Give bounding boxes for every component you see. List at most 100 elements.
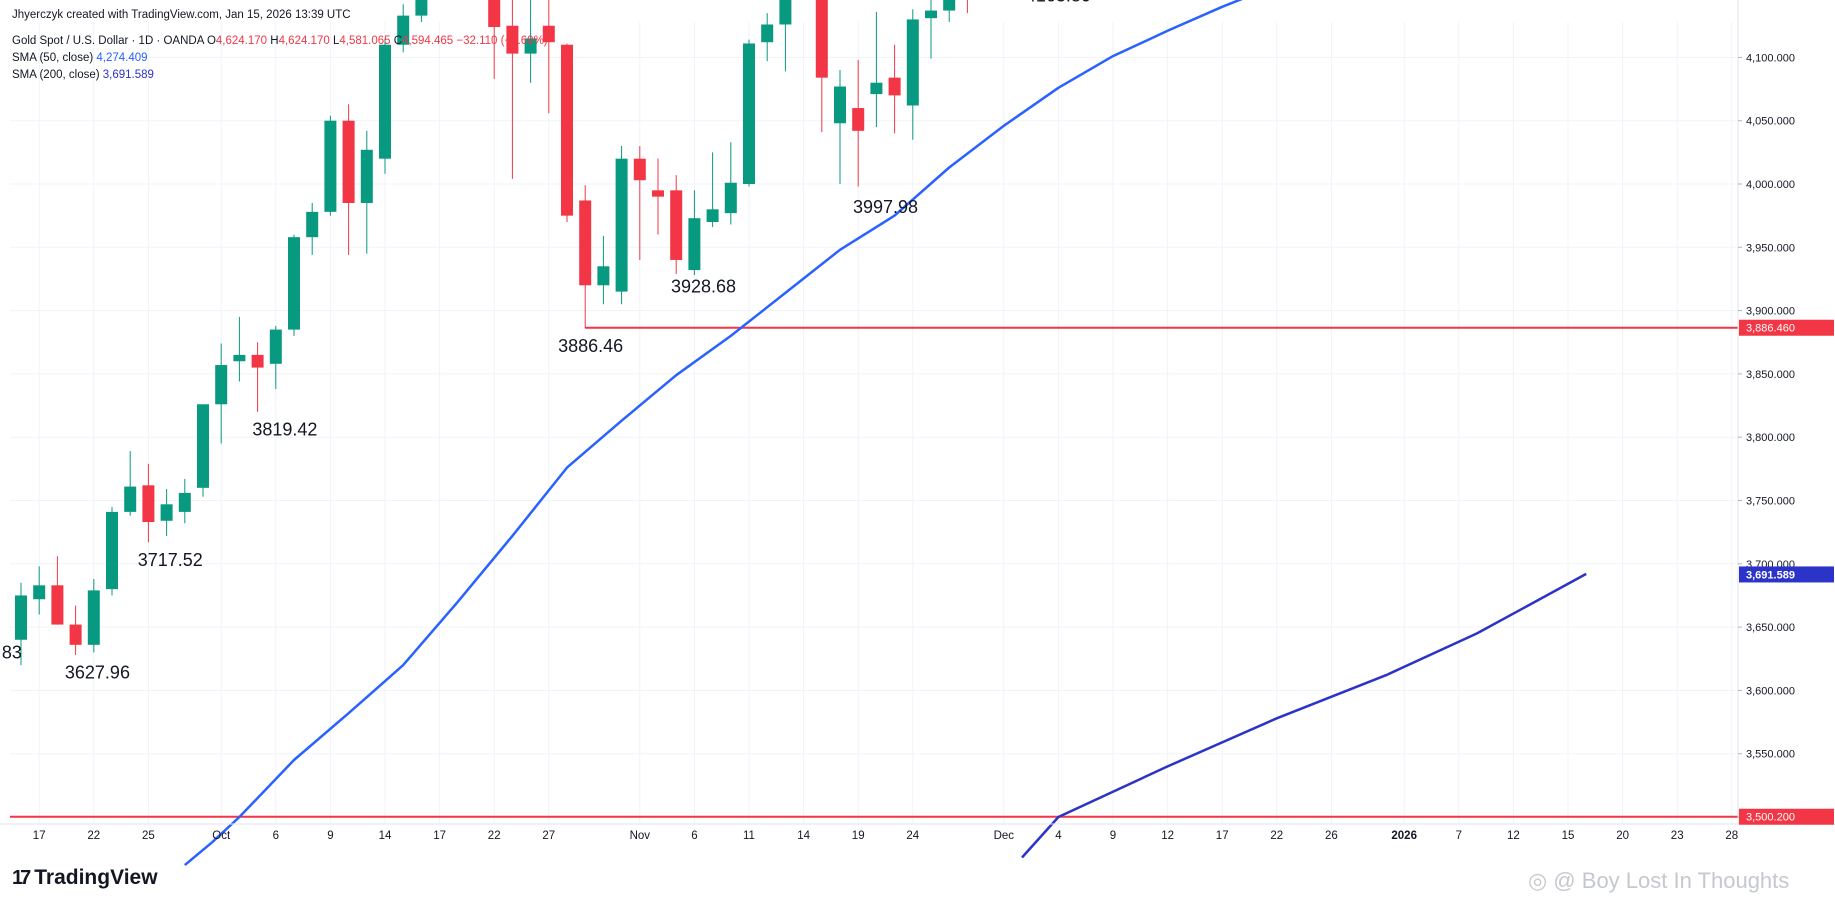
time-tick-label: 27 xyxy=(542,830,555,842)
candle-body xyxy=(379,44,391,159)
candle[interactable] xyxy=(834,70,846,184)
price-tick-label: 3,950.000 xyxy=(1746,242,1795,254)
candle[interactable] xyxy=(506,0,519,179)
price-axis[interactable]: 3,500.0003,550.0003,600.0003,650.0003,70… xyxy=(1737,0,1795,824)
candle[interactable] xyxy=(106,506,118,596)
candle[interactable] xyxy=(415,0,428,22)
candle[interactable] xyxy=(233,316,246,382)
sma200-line[interactable] xyxy=(1021,572,1587,859)
sma50-legend[interactable]: SMA (50, close) 4,274.409 xyxy=(12,52,148,64)
candle-body xyxy=(524,38,537,54)
candle[interactable] xyxy=(197,404,209,497)
price-annotation: 3928.68 xyxy=(671,277,736,297)
sma200-legend[interactable]: SMA (200, close) 3,691.589 xyxy=(12,69,154,81)
tradingview-logo[interactable]: 17 TradingView xyxy=(12,866,158,890)
candle[interactable] xyxy=(15,582,27,666)
price-tick-label: 4,100.000 xyxy=(1746,52,1795,64)
candles[interactable] xyxy=(15,0,1574,666)
time-tick-label: Nov xyxy=(630,830,651,842)
price-tick-label: 3,650.000 xyxy=(1746,622,1795,634)
candle[interactable] xyxy=(215,343,228,444)
close-label: C xyxy=(393,35,403,47)
candle-body xyxy=(87,590,100,645)
high-label: H xyxy=(270,35,279,47)
candle[interactable] xyxy=(251,342,264,412)
candle-body xyxy=(106,511,118,590)
candle[interactable] xyxy=(961,0,973,14)
candle[interactable] xyxy=(142,463,155,543)
price-tick-label: 4,000.000 xyxy=(1746,179,1795,191)
tradingview-logo-icon: 17 xyxy=(12,866,31,889)
time-tick-label: 12 xyxy=(1507,830,1520,842)
candle[interactable] xyxy=(579,185,592,329)
candle[interactable] xyxy=(69,605,82,655)
candle[interactable] xyxy=(542,0,555,114)
candle[interactable] xyxy=(706,152,719,228)
candle[interactable] xyxy=(633,146,646,260)
candle-body xyxy=(178,492,191,512)
candle[interactable] xyxy=(379,38,391,174)
candle[interactable] xyxy=(724,142,737,225)
candle-body xyxy=(615,158,628,292)
time-tick-label: 23 xyxy=(1671,830,1684,842)
candle[interactable] xyxy=(397,4,410,53)
sma200-value: 3,691.589 xyxy=(102,69,154,81)
candle[interactable] xyxy=(652,158,664,235)
candle[interactable] xyxy=(815,0,828,133)
candle[interactable] xyxy=(178,478,191,524)
candle[interactable] xyxy=(306,202,319,255)
time-tick-label: 20 xyxy=(1616,830,1629,842)
candle-body xyxy=(488,0,501,28)
time-tick-label: 17 xyxy=(433,830,446,842)
candle[interactable] xyxy=(360,130,373,254)
candle[interactable] xyxy=(852,59,865,187)
price-tags: 3,500.2003,886.4604,458.4904,594.46508:2… xyxy=(1739,319,1834,825)
candle[interactable] xyxy=(342,104,355,255)
price-annotation: 3717.52 xyxy=(138,550,203,570)
candle-body xyxy=(215,365,228,405)
candle[interactable] xyxy=(87,578,100,653)
candle-body xyxy=(124,486,137,512)
time-tick-label: 4 xyxy=(1055,830,1062,842)
candle-body xyxy=(360,149,373,203)
time-axis[interactable]: 17 22 25 Oct 6 9 14 17 22 27 Nov 6 11 14 19 24 Dec 4 9 12 17… xyxy=(0,823,1835,842)
candle[interactable] xyxy=(124,451,137,516)
author-line: Jhyerczyk created with TradingView.com, … xyxy=(12,9,351,21)
candle[interactable] xyxy=(561,43,573,222)
candle[interactable] xyxy=(743,39,755,187)
price-annotation: 3886.46 xyxy=(558,336,623,356)
candle[interactable] xyxy=(761,13,774,62)
candle[interactable] xyxy=(269,325,282,390)
candle-body xyxy=(397,15,410,45)
candle[interactable] xyxy=(160,489,173,536)
candle[interactable] xyxy=(597,235,610,305)
candle[interactable] xyxy=(524,0,537,83)
tradingview-brand: TradingView xyxy=(34,866,158,889)
candle[interactable] xyxy=(779,0,792,72)
candle[interactable] xyxy=(943,0,956,22)
candle[interactable] xyxy=(51,556,64,625)
candle[interactable] xyxy=(888,44,901,134)
candle-body xyxy=(561,44,573,216)
price-tag xyxy=(1739,566,1834,583)
candle[interactable] xyxy=(288,234,300,336)
sma50-line[interactable] xyxy=(183,0,1586,867)
candle-body xyxy=(542,25,555,43)
candle[interactable] xyxy=(925,0,937,59)
candle[interactable] xyxy=(870,11,883,128)
price-annotation: 4163.80 xyxy=(1026,0,1091,5)
price-annotation: 3997.98 xyxy=(853,197,918,217)
time-tick-label: Dec xyxy=(994,830,1015,842)
symbol-name: Gold Spot / U.S. Dollar · 1D · OANDA xyxy=(12,35,204,47)
candle[interactable] xyxy=(324,115,337,216)
candle[interactable] xyxy=(33,566,46,615)
candle-body xyxy=(251,354,264,368)
candle[interactable] xyxy=(688,190,701,276)
candle[interactable] xyxy=(670,175,683,274)
time-tick-label: 11 xyxy=(743,830,755,842)
candle[interactable] xyxy=(906,9,919,140)
candle[interactable] xyxy=(488,0,501,79)
time-tick-label: 9 xyxy=(327,830,333,842)
candle[interactable] xyxy=(615,146,628,305)
